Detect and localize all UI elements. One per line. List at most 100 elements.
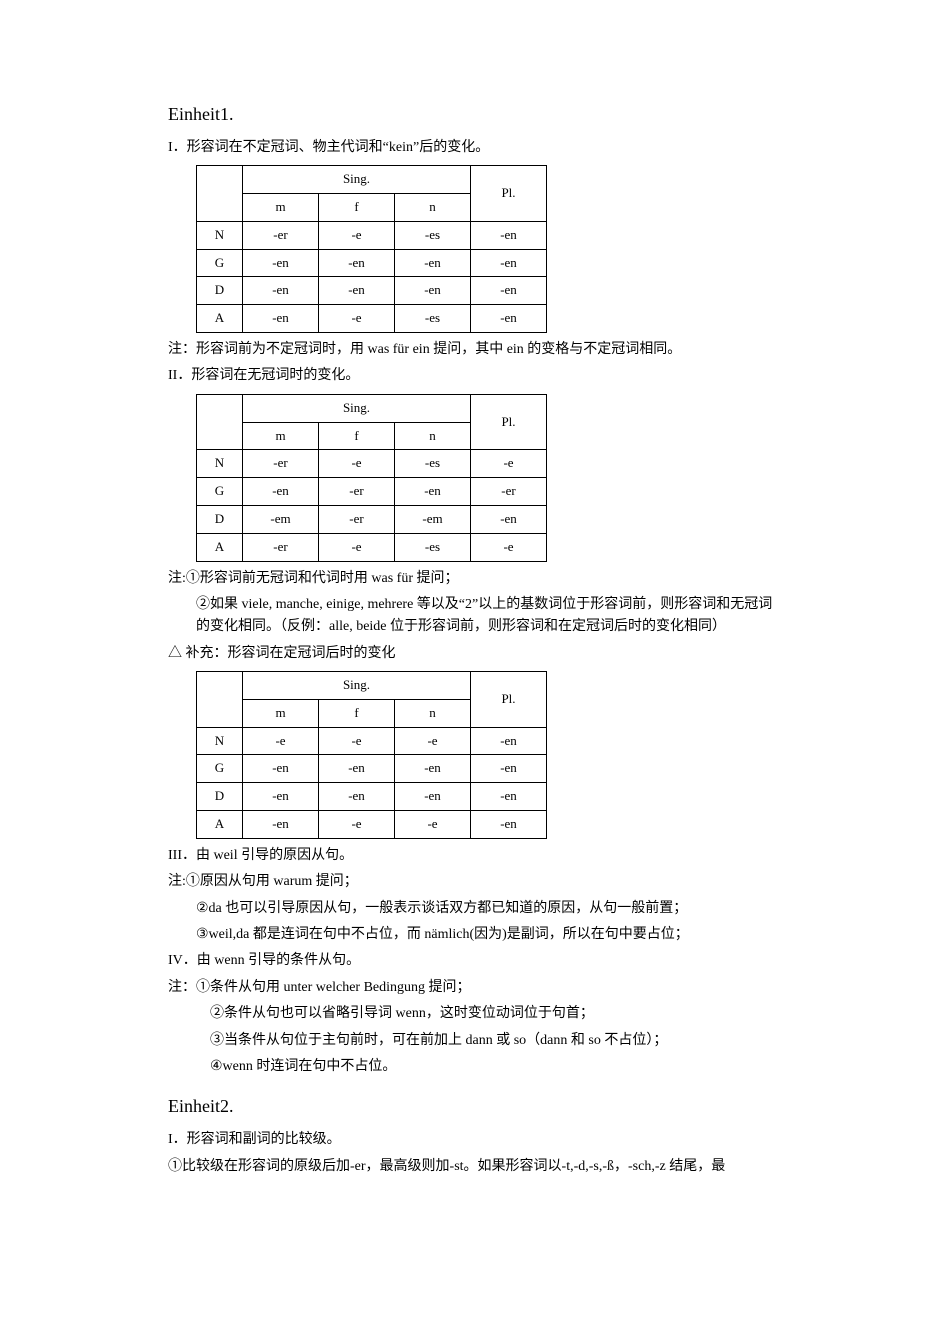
cell-case: A <box>197 305 243 333</box>
cell-f: -e <box>319 305 395 333</box>
cell-f: -e <box>319 221 395 249</box>
sub-m: m <box>243 193 319 221</box>
cell-n: -e <box>395 811 471 839</box>
cell-f: -en <box>319 249 395 277</box>
section3-note1: 注:①原因从句用 warum 提问； <box>168 871 777 893</box>
cell-case: G <box>197 478 243 506</box>
section4-note4: ④wenn 时连词在句中不占位。 <box>168 1056 777 1078</box>
einheit2-title: Einheit2. <box>168 1092 777 1121</box>
cell-m: -er <box>243 533 319 561</box>
cell-case: N <box>197 450 243 478</box>
cell-n: -en <box>395 478 471 506</box>
cell-f: -en <box>319 755 395 783</box>
section2-note2: ②如果 viele, manche, einige, mehrere 等以及“2… <box>168 594 777 639</box>
section3-note3: ③weil,da 都是连词在句中不占位，而 nämlich(因为)是副词，所以在… <box>168 924 777 946</box>
table-row: D -en -en -en -en <box>197 783 547 811</box>
table-header-pl: Pl. <box>471 166 547 222</box>
cell-f: -er <box>319 478 395 506</box>
cell-case: G <box>197 755 243 783</box>
sub-f: f <box>319 422 395 450</box>
cell-m: -en <box>243 305 319 333</box>
table-row: G -en -en -en -en <box>197 249 547 277</box>
table-row: N -e -e -e -en <box>197 727 547 755</box>
table-header-sing: Sing. <box>243 166 471 194</box>
cell-pl: -en <box>471 305 547 333</box>
cell-m: -en <box>243 249 319 277</box>
table-indefinite: Sing. Pl. m f n N -er -e -es -en G -en -… <box>196 165 547 333</box>
table-header-sing: Sing. <box>243 672 471 700</box>
table-row: A -er -e -es -e <box>197 533 547 561</box>
table-row: D -en -en -en -en <box>197 277 547 305</box>
cell-m: -en <box>243 811 319 839</box>
cell-f: -en <box>319 783 395 811</box>
table-row: D -em -er -em -en <box>197 505 547 533</box>
cell-m: -en <box>243 755 319 783</box>
cell-m: -en <box>243 783 319 811</box>
table-header-sing: Sing. <box>243 394 471 422</box>
cell-pl: -e <box>471 533 547 561</box>
cell-n: -en <box>395 783 471 811</box>
cell-f: -er <box>319 505 395 533</box>
cell-n: -en <box>395 755 471 783</box>
cell-case: A <box>197 811 243 839</box>
cell-case: D <box>197 783 243 811</box>
table-row: G -en -er -en -er <box>197 478 547 506</box>
supplement-heading: △ 补充：形容词在定冠词后时的变化 <box>168 643 777 665</box>
cell-pl: -en <box>471 221 547 249</box>
cell-m: -er <box>243 221 319 249</box>
table-row: A -en -e -es -en <box>197 305 547 333</box>
cell-f: -e <box>319 727 395 755</box>
sub-f: f <box>319 193 395 221</box>
section4-note1: 注：①条件从句用 unter welcher Bedingung 提问； <box>168 977 777 999</box>
cell-n: -es <box>395 305 471 333</box>
table-header-pl: Pl. <box>471 672 547 728</box>
section3-heading: III．由 weil 引导的原因从句。 <box>168 845 777 867</box>
cell-m: -em <box>243 505 319 533</box>
cell-case: G <box>197 249 243 277</box>
sub-m: m <box>243 422 319 450</box>
table-header-pl: Pl. <box>471 394 547 450</box>
section4-heading: IV．由 wenn 引导的条件从句。 <box>168 950 777 972</box>
table-corner <box>197 166 243 222</box>
section3-note2: ②da 也可以引导原因从句，一般表示谈话双方都已知道的原因，从句一般前置； <box>168 898 777 920</box>
section1-heading: I．形容词在不定冠词、物主代词和“kein”后的变化。 <box>168 137 777 159</box>
sub-n: n <box>395 193 471 221</box>
e2-section1-note1: ①比较级在形容词的原级后加-er，最高级则加-st。如果形容词以-t,-d,-s… <box>168 1156 777 1178</box>
cell-case: N <box>197 221 243 249</box>
cell-case: A <box>197 533 243 561</box>
cell-pl: -e <box>471 450 547 478</box>
section4-note2: ②条件从句也可以省略引导词 wenn，这时变位动词位于句首； <box>168 1003 777 1025</box>
cell-n: -en <box>395 249 471 277</box>
section2-note1: 注:①形容词前无冠词和代词时用 was für 提问； <box>168 568 777 590</box>
e2-section1-heading: I．形容词和副词的比较级。 <box>168 1129 777 1151</box>
cell-case: D <box>197 505 243 533</box>
table-row: N -er -e -es -en <box>197 221 547 249</box>
cell-n: -es <box>395 533 471 561</box>
cell-pl: -er <box>471 478 547 506</box>
cell-pl: -en <box>471 755 547 783</box>
table-definite: Sing. Pl. m f n N -e -e -e -en G -en -en… <box>196 671 547 839</box>
cell-f: -e <box>319 811 395 839</box>
section4-note3: ③当条件从句位于主句前时，可在前加上 dann 或 so（dann 和 so 不… <box>168 1030 777 1052</box>
cell-f: -en <box>319 277 395 305</box>
cell-m: -e <box>243 727 319 755</box>
section2-heading: II．形容词在无冠词时的变化。 <box>168 365 777 387</box>
cell-pl: -en <box>471 783 547 811</box>
cell-case: N <box>197 727 243 755</box>
cell-m: -en <box>243 478 319 506</box>
table-noarticle: Sing. Pl. m f n N -er -e -es -e G -en -e… <box>196 394 547 562</box>
cell-n: -es <box>395 221 471 249</box>
table-row: N -er -e -es -e <box>197 450 547 478</box>
cell-m: -er <box>243 450 319 478</box>
cell-n: -em <box>395 505 471 533</box>
cell-pl: -en <box>471 249 547 277</box>
cell-case: D <box>197 277 243 305</box>
sub-f: f <box>319 699 395 727</box>
cell-pl: -en <box>471 727 547 755</box>
cell-pl: -en <box>471 811 547 839</box>
table-corner <box>197 672 243 728</box>
sub-m: m <box>243 699 319 727</box>
section1-note: 注：形容词前为不定冠词时，用 was für ein 提问，其中 ein 的变格… <box>168 339 777 361</box>
sub-n: n <box>395 422 471 450</box>
cell-n: -es <box>395 450 471 478</box>
